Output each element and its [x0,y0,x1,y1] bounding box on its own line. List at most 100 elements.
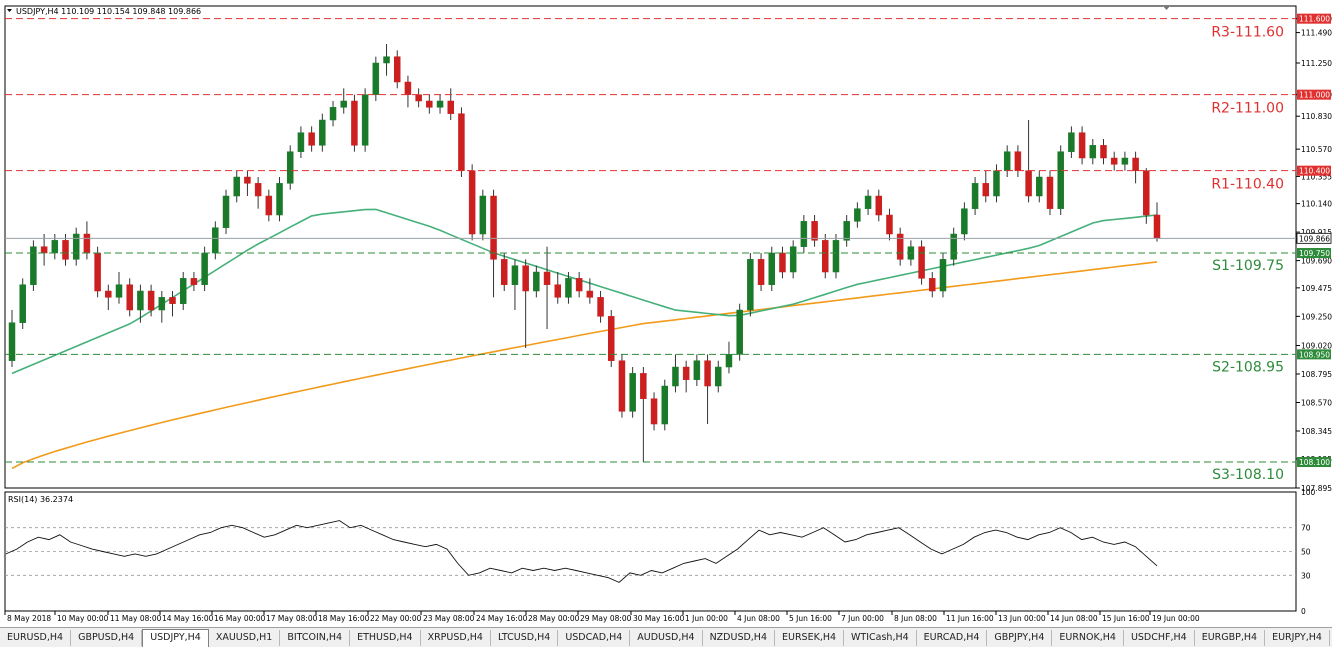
candle-body [940,259,946,291]
level-label: S1-109.75 [1212,258,1284,274]
symbol-tab[interactable]: LTCUSD,H4 [491,630,558,646]
level-price-box-label: 108.950 [1299,350,1330,359]
candle-body [1026,171,1032,196]
symbol-tab[interactable]: USDCHF,H4 [1124,630,1195,646]
candle-body [961,209,967,234]
symbol-tab[interactable]: EURCAD,H4 [917,630,988,646]
candle-body [929,278,935,291]
symbol-tab[interactable]: AUDUSD,H4 [630,630,702,646]
candle-body [758,259,764,284]
time-tick-label: 24 May 16:00 [476,614,528,623]
candle-body [822,240,828,272]
candle-body [619,361,625,412]
candle-body [351,101,357,145]
candle-body [886,215,892,234]
candle-body [651,399,657,424]
symbol-tab[interactable]: GBPUSD,H4 [71,630,142,646]
symbol-tab[interactable]: WTICash,H4 [844,630,917,646]
candle-body [598,297,604,316]
candle-body [362,95,368,146]
time-tick-label: 1 Jun 00:00 [685,614,728,623]
time-tick-label: 4 Jun 08:00 [737,614,780,623]
candle-body [501,259,507,284]
level-price-box-label: 108.100 [1299,458,1330,467]
symbol-header: USDJPY,H4 110.109 110.154 109.848 109.86… [16,7,201,16]
price-tick-label: 111.250 [1301,59,1332,68]
candle-body [672,367,678,386]
candle-body [277,183,283,215]
time-tick-label: 8 May 2018 [7,614,51,623]
symbol-tab[interactable]: ETHUSD,H4 [350,630,420,646]
candle-body [9,323,15,361]
candle-body [148,291,154,310]
candle-body [993,171,999,196]
candle-body [170,297,176,303]
candle-body [779,253,785,272]
candle-body [1015,152,1021,171]
symbol-tab[interactable]: EURSEK,H4 [775,630,844,646]
candle-body [790,247,796,272]
candle-body [1068,133,1074,152]
candle-body [876,196,882,215]
price-tick-label: 109.475 [1301,284,1332,293]
time-tick-label: 5 Jun 16:00 [789,614,832,623]
current-price-label: 109.866 [1299,234,1330,243]
candle-body [897,234,903,259]
candle-body [854,209,860,222]
symbol-tab[interactable]: NZDUSD,H4 [703,630,775,646]
level-price-box-label: 111.600 [1299,15,1330,24]
candle-body [1154,215,1160,238]
candle-body [73,234,79,259]
candle-body [512,266,518,285]
price-tick-label: 109.020 [1301,341,1332,350]
time-tick-label: 14 May 16:00 [162,614,214,623]
symbol-tab[interactable]: EURNOK,H4 [1052,630,1124,646]
level-label: R2-111.00 [1211,101,1284,117]
time-tick-label: 15 Jun 16:00 [1102,614,1150,623]
time-tick-label: 11 May 08:00 [110,614,162,623]
time-tick-label: 19 Jun 00:00 [1152,614,1200,623]
price-tick-label: 108.345 [1301,427,1332,436]
candle-body [373,63,379,95]
level-price-box-label: 109.750 [1299,249,1330,258]
candle-body [1036,177,1042,196]
symbol-tab[interactable]: XRPUSD,H4 [421,630,491,646]
symbol-tab[interactable]: USDCAD,H4 [558,630,630,646]
candle-body [52,240,58,253]
candle-body [298,133,304,152]
candle-body [1111,158,1117,164]
symbol-tab[interactable]: XAUUSD,H1 [209,630,280,646]
candle-body [202,253,208,285]
rsi-label: RSI(14) 36.2374 [8,495,73,504]
candle-body [630,373,636,411]
rsi-tick-label: 0 [1301,607,1306,616]
rsi-tick-label: 70 [1301,524,1311,533]
candle-body [116,285,122,298]
time-tick-label: 18 May 16:00 [318,614,370,623]
candle-body [705,361,711,386]
chart-svg[interactable]: USDJPY,H4 110.109 110.154 109.848 109.86… [0,0,1332,626]
symbol-tab[interactable]: EURGBP,H4 [1195,630,1265,646]
symbol-tab[interactable]: BITCOIN,H4 [280,630,350,646]
candle-body [555,285,561,298]
candle-body [159,297,165,310]
symbol-tab[interactable]: GBPJPY,H4 [987,630,1052,646]
candle-body [244,177,250,183]
price-tick-label: 110.830 [1301,112,1332,121]
symbol-tab[interactable]: USDJPY,H4 [142,629,209,647]
symbol-tab[interactable]: EURUSD,H4 [0,630,71,646]
time-tick-label: 28 May 00:00 [528,614,580,623]
symbol-tab[interactable]: EURJPY,H4 [1265,630,1330,646]
candle-body [1047,177,1053,209]
candle-body [1058,152,1064,209]
time-tick-label: 8 Jun 08:00 [894,614,937,623]
candle-body [983,183,989,196]
candle-body [458,114,464,171]
time-tick-label: 13 Jun 00:00 [998,614,1046,623]
time-tick-label: 11 Jun 16:00 [946,614,994,623]
candle-body [84,234,90,253]
candle-body [437,101,443,107]
time-tick-label: 17 May 08:00 [266,614,318,623]
price-tick-label: 111.490 [1301,29,1332,38]
